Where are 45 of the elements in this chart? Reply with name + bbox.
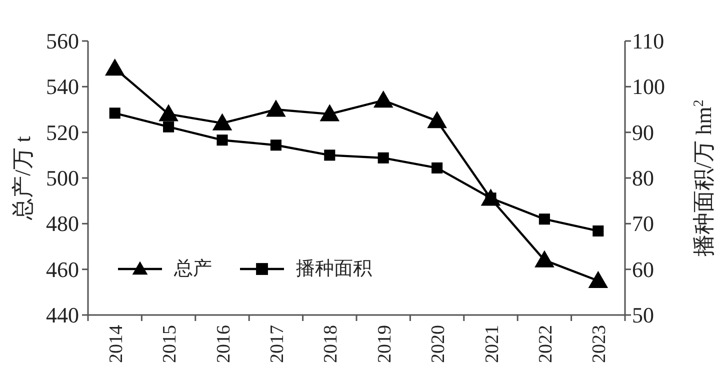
legend-label: 播种面积 — [296, 258, 372, 280]
point — [163, 121, 174, 132]
x-tick-label: 2016 — [213, 325, 234, 363]
y2-tick-label: 110 — [632, 28, 664, 54]
point — [216, 134, 228, 146]
point — [588, 270, 608, 288]
y-tick-label: 500 — [46, 166, 79, 190]
point — [109, 108, 120, 119]
point — [373, 90, 394, 108]
y2-tick-label: 60 — [632, 256, 654, 282]
point — [592, 225, 604, 236]
y2-tick-label: 90 — [632, 120, 654, 145]
legend-label: 总产 — [173, 258, 212, 280]
y2-tick-label: 80 — [632, 166, 654, 190]
x-tick-label: 2015 — [160, 325, 181, 363]
x-tick-label: 2020 — [428, 325, 450, 363]
x-tick-label: 2023 — [589, 325, 610, 363]
x-tick-label: 2018 — [320, 325, 342, 363]
y-tick-label: 460 — [46, 256, 79, 282]
x-tick-label: 2014 — [106, 324, 127, 363]
point — [270, 140, 282, 151]
point — [427, 111, 447, 128]
point — [212, 113, 232, 130]
point — [432, 162, 443, 174]
y2-tick-label: 50 — [632, 302, 654, 328]
point — [534, 250, 554, 268]
x-tick-label: 2017 — [266, 325, 288, 363]
point — [266, 100, 286, 117]
y-axis-title: 总产/万 t — [10, 136, 35, 221]
x-tick-label: 2021 — [482, 325, 503, 363]
x-tick-label: 2022 — [535, 325, 556, 363]
y-tick-label: 560 — [46, 28, 79, 54]
y2-tick-label: 70 — [632, 211, 654, 236]
point — [158, 104, 178, 122]
y-tick-label: 440 — [46, 302, 79, 328]
point — [378, 152, 389, 164]
point — [104, 58, 125, 76]
y-tick-label: 480 — [46, 211, 79, 236]
y-tick-label: 520 — [46, 120, 79, 145]
point — [538, 214, 550, 225]
point — [324, 150, 336, 161]
point — [320, 104, 340, 122]
y-tick-label: 540 — [46, 74, 79, 100]
y2-tick-label: 100 — [632, 74, 665, 100]
x-tick-label: 2019 — [374, 325, 396, 363]
